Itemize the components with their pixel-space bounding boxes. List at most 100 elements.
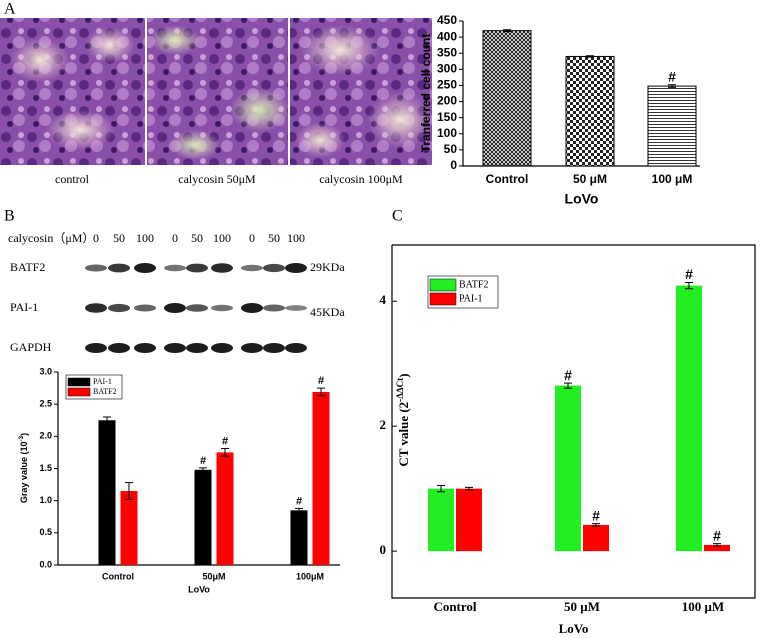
blot-band	[108, 263, 130, 273]
dose-label: 100	[136, 231, 154, 245]
blot-band	[164, 343, 186, 353]
blot-band	[85, 264, 107, 272]
blot-band	[85, 303, 107, 313]
significance-label: #	[318, 375, 324, 387]
dose-label: 0	[249, 231, 255, 245]
x-tick-label: Control	[486, 172, 529, 186]
blot-band	[186, 304, 208, 312]
legend-swatch	[67, 377, 91, 387]
x-axis-label: LoVo	[188, 584, 210, 594]
y-tick-label: 200	[437, 94, 457, 108]
bar	[565, 55, 615, 167]
error-bar	[592, 523, 600, 527]
panel-label: A	[4, 1, 16, 18]
x-axis-label: LoVo	[559, 621, 589, 636]
blot-band	[241, 343, 263, 353]
blot-size: 29KDa	[310, 260, 345, 274]
bar	[456, 488, 482, 552]
y-tick-label: 250	[437, 78, 457, 92]
y-axis-label: CT value (2-ΔΔCt)	[395, 373, 411, 466]
y-tick-label: 150	[437, 110, 457, 124]
bar	[555, 385, 581, 552]
significance-label: #	[592, 507, 600, 523]
blot-band	[263, 343, 285, 353]
y-axis-label-sup: -3	[18, 435, 25, 441]
dose-label: 50	[113, 231, 125, 245]
x-tick-label: 100 μM	[682, 599, 724, 614]
error-bar	[125, 482, 133, 500]
legend-label: BATF2	[459, 279, 488, 290]
y-axis-label: Tranferred cell count	[419, 34, 433, 153]
error-bar	[503, 29, 511, 33]
legend-swatch	[429, 278, 457, 292]
dose-label: 100	[213, 231, 231, 245]
micrographs	[0, 18, 432, 165]
panel-label: C	[392, 208, 403, 225]
micrograph-label: control	[55, 172, 90, 186]
blot-band	[108, 343, 130, 353]
bar	[98, 420, 116, 565]
dose-label: 0	[172, 231, 178, 245]
y-tick-label: 2.0	[39, 431, 52, 441]
y-tick-label: 100	[437, 126, 457, 140]
blot-band	[285, 263, 307, 273]
y-axis-label-text: Tranferred cell count	[419, 34, 433, 153]
y-tick-label: 2.5	[39, 399, 52, 409]
blot-band	[164, 303, 186, 313]
blot-band	[241, 303, 263, 313]
error-bar	[685, 281, 693, 290]
micrograph-label: calycosin 100μM	[319, 172, 403, 186]
dose-label: 100	[287, 231, 305, 245]
y-axis-label: Gray value (10-3)	[18, 433, 30, 503]
significance-label: #	[296, 495, 302, 507]
legend-label: PAI-1	[93, 377, 112, 386]
significance-label: #	[713, 527, 721, 543]
x-tick-label: 100 μM	[652, 172, 693, 186]
bar	[428, 488, 454, 552]
blot-band	[241, 264, 263, 272]
y-axis-label-end: )	[396, 373, 411, 377]
legend-swatch	[429, 292, 457, 306]
significance-label: #	[222, 435, 228, 447]
error-bar	[437, 485, 445, 493]
blot-band	[263, 263, 285, 273]
error-bar	[713, 543, 721, 547]
error-bar	[586, 55, 594, 58]
blot-row-label: GAPDH	[10, 340, 52, 354]
blot-band	[134, 304, 156, 312]
y-tick-label: 0.5	[39, 527, 52, 537]
y-tick-label: 3.0	[39, 366, 52, 376]
y-tick-label: 4	[380, 292, 387, 307]
blot-band	[186, 263, 208, 273]
blot-header: calycosin（μM）	[8, 231, 94, 245]
legend-label: PAI-1	[459, 293, 483, 304]
bar	[647, 85, 697, 167]
error-bar	[103, 416, 111, 424]
blot-size: 45KDa	[310, 305, 345, 319]
blot-row-label: PAI-1	[10, 300, 38, 314]
x-tick-label: 50 μM	[564, 599, 600, 614]
error-bar	[317, 387, 325, 397]
dose-label: 0	[93, 231, 99, 245]
blot-band	[85, 343, 107, 353]
significance-label: #	[200, 455, 206, 467]
x-tick-label: 50 μM	[573, 172, 607, 186]
y-tick-label: 2	[380, 417, 387, 432]
x-tick-label: 50μM	[202, 571, 225, 581]
blot-band	[108, 303, 130, 313]
significance-label: #	[685, 266, 693, 282]
x-tick-label: 100μM	[296, 571, 324, 581]
y-tick-label: 0	[450, 158, 457, 172]
bar	[290, 510, 308, 565]
blot-row-label: BATF2	[10, 260, 45, 274]
blot-band	[134, 343, 156, 353]
y-tick-label: 300	[437, 62, 457, 76]
blot-band	[285, 343, 307, 353]
error-bar	[199, 467, 207, 473]
y-tick-label: 450	[437, 13, 457, 27]
legend-swatch	[67, 387, 91, 397]
x-tick-label: Control	[102, 571, 134, 581]
y-tick-label: 0	[380, 542, 387, 557]
x-tick-label: Control	[433, 599, 476, 614]
